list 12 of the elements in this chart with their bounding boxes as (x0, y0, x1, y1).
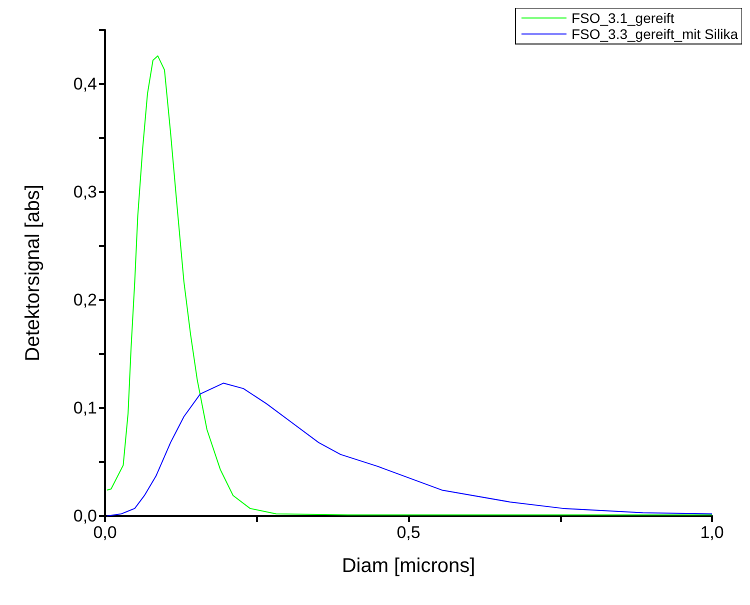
y-axis-title: Detektorsignal [abs] (22, 184, 44, 362)
y-tick-label: 0,3 (73, 182, 97, 202)
y-tick-label: 0,0 (73, 506, 97, 526)
y-tick-label: 0,2 (73, 290, 97, 310)
x-axis-title: Diam [microns] (342, 555, 476, 577)
legend-label: FSO_3.1_gereift (571, 10, 674, 26)
x-tick-label: 0,5 (396, 523, 420, 542)
x-tick-label: 1,0 (700, 523, 724, 542)
y-tick-label: 0,4 (73, 74, 97, 94)
y-tick-label: 0,1 (73, 398, 97, 418)
legend-label: FSO_3.3_gereift_mit Silika (571, 26, 738, 42)
x-tick-label: 0,0 (93, 523, 117, 542)
